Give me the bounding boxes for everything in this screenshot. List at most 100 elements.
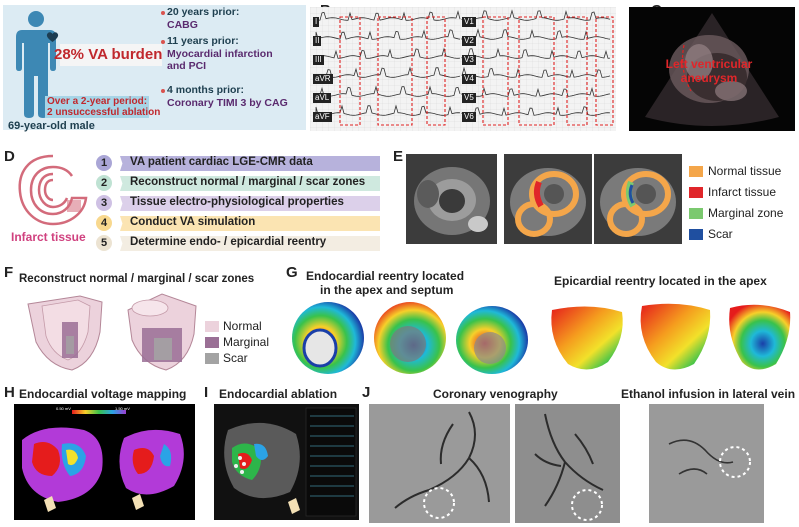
workflow-step-number: 2: [96, 175, 112, 191]
infarct-tissue-label: Infarct tissue: [11, 230, 86, 244]
ecg-trace: [461, 9, 611, 21]
endo-reentry-title-line-2: in the apex and septum: [320, 283, 454, 297]
panel-f-label: F: [4, 264, 14, 281]
legend-swatch: [205, 337, 219, 348]
history-bullet: [161, 89, 165, 93]
simulation-maps: [292, 302, 791, 374]
lge-cmr-image-1: [406, 154, 497, 244]
lead-label: V3: [462, 55, 476, 65]
legend-swatch: [689, 166, 703, 177]
history-item-2-when: 11 years prior:: [167, 35, 239, 47]
venography-title: Coronary venography: [433, 387, 558, 401]
panel-h-label: H: [4, 384, 15, 401]
lge-cmr-image-3: [594, 154, 682, 244]
legend-swatch: [689, 229, 703, 240]
history-item-3-what: Coronary TIMI 3 by CAG: [167, 97, 288, 109]
lead-label: III: [313, 55, 324, 65]
legend-swatch: [205, 353, 219, 364]
voltage-scale-low: 0.50 mV: [56, 406, 71, 411]
workflow-step-bar: [120, 216, 380, 231]
heart-icon: [46, 32, 59, 42]
legend-swatch: [689, 187, 703, 198]
ecg-trace: [461, 47, 611, 59]
venography-image-1: [369, 404, 510, 523]
ecg-trace: [315, 29, 461, 40]
workflow-step-bar: [120, 156, 380, 171]
ecg-trace: [315, 104, 461, 116]
endo-reentry-title-line-1: Endocardial reentry located: [306, 269, 465, 283]
ecg-strip: [310, 7, 616, 131]
infarct-heart-icon: [18, 154, 88, 226]
echocardiogram-image: [629, 7, 795, 131]
lead-label: V4: [462, 74, 476, 84]
ethanol-infusion-title: Ethanol infusion in lateral vein: [621, 387, 796, 401]
legend-label: Scar: [223, 351, 248, 365]
lead-label: aVL: [313, 93, 332, 103]
legend-label: Infarct tissue: [708, 185, 777, 199]
workflow-step-number: 1: [96, 155, 112, 171]
ventricle-model-1: [27, 295, 103, 371]
history-item-1-when: 20 years prior:: [167, 6, 240, 18]
legend-swatch: [205, 321, 219, 332]
ecg-trace: [461, 28, 611, 40]
voltage-map-image: [14, 404, 195, 520]
lge-cmr-image-2: [504, 154, 592, 244]
panel-e-label: E: [393, 148, 404, 165]
ecg-trace: [461, 86, 611, 97]
workflow-step-text: Conduct VA simulation: [130, 216, 256, 228]
lead-label: V5: [462, 93, 476, 103]
lead-label: aVR: [313, 74, 333, 84]
lead-label: II: [313, 36, 322, 46]
ecg-trace: [315, 66, 461, 78]
workflow-step-text: Determine endo- / epicardial reentry: [130, 236, 327, 248]
panel-g-label: G: [286, 264, 298, 281]
workflow-step-bar: [120, 196, 380, 211]
workflow-step-bar: [120, 236, 380, 251]
ethanol-infusion-image: [649, 404, 764, 523]
lead-label: V2: [462, 36, 476, 46]
history-bullet: [161, 40, 165, 44]
panel-h-title: Endocardial voltage mapping: [19, 387, 187, 401]
lead-label: V6: [462, 112, 476, 122]
ablation-map-image: [214, 404, 359, 520]
workflow-step-text: Tissue electro-physiological properties: [130, 196, 344, 208]
panel-i-label: I: [204, 384, 209, 401]
ecg-trace: [315, 47, 461, 59]
panel-i-title: Endocardial ablation: [219, 387, 338, 401]
legend-label: Scar: [708, 227, 733, 241]
history-bullet: [161, 11, 165, 15]
legend-label: Normal tissue: [708, 164, 782, 178]
legend-label: Normal: [223, 319, 262, 333]
voltage-scale-high: 1.50 mV: [115, 406, 130, 411]
history-item-1-what: CABG: [167, 19, 198, 31]
panel-j-label: J: [362, 384, 371, 401]
workflow-step-text: VA patient cardiac LGE-CMR data: [130, 156, 313, 168]
history-item-3-when: 4 months prior:: [167, 84, 245, 96]
workflow-step-number: 3: [96, 195, 112, 211]
va-burden-text: 28% VA burden: [54, 46, 163, 63]
epi-reentry-title: Epicardial reentry located in the apex: [554, 274, 767, 288]
ecg-trace: [315, 10, 461, 21]
lead-label: I: [313, 17, 320, 27]
ecg-trace: [461, 66, 611, 78]
ecg-trace: [461, 106, 611, 116]
panel-f-title: Reconstruct normal / marginal / scar zon…: [19, 273, 255, 285]
legend-swatch: [689, 208, 703, 219]
legend-label: Marginal: [223, 335, 270, 349]
workflow-step-text: Reconstruct normal / marginal / scar zon…: [130, 176, 366, 188]
history-item-2-what: Myocardial infarction and PCI: [167, 48, 273, 72]
lead-label: V1: [462, 17, 476, 27]
ablation-period-line-1: Over a 2-year period:: [47, 96, 148, 107]
lead-label: aVF: [313, 112, 332, 122]
legend-label: Marginal zone: [708, 206, 784, 220]
workflow-step-number: 5: [96, 235, 112, 251]
va-burden-box: [60, 44, 162, 66]
panel-d-label: D: [4, 148, 15, 165]
ecg-trace: [315, 85, 461, 97]
ventricle-model-2: [127, 293, 197, 371]
patient-description: 69-year-old male: [8, 120, 95, 132]
aneurysm-label: Left ventricular aneurysm: [665, 57, 753, 85]
ablation-period-line-2: 2 unsuccessful ablation: [47, 107, 161, 118]
venography-image-2: [515, 404, 620, 523]
workflow-step-number: 4: [96, 215, 112, 231]
